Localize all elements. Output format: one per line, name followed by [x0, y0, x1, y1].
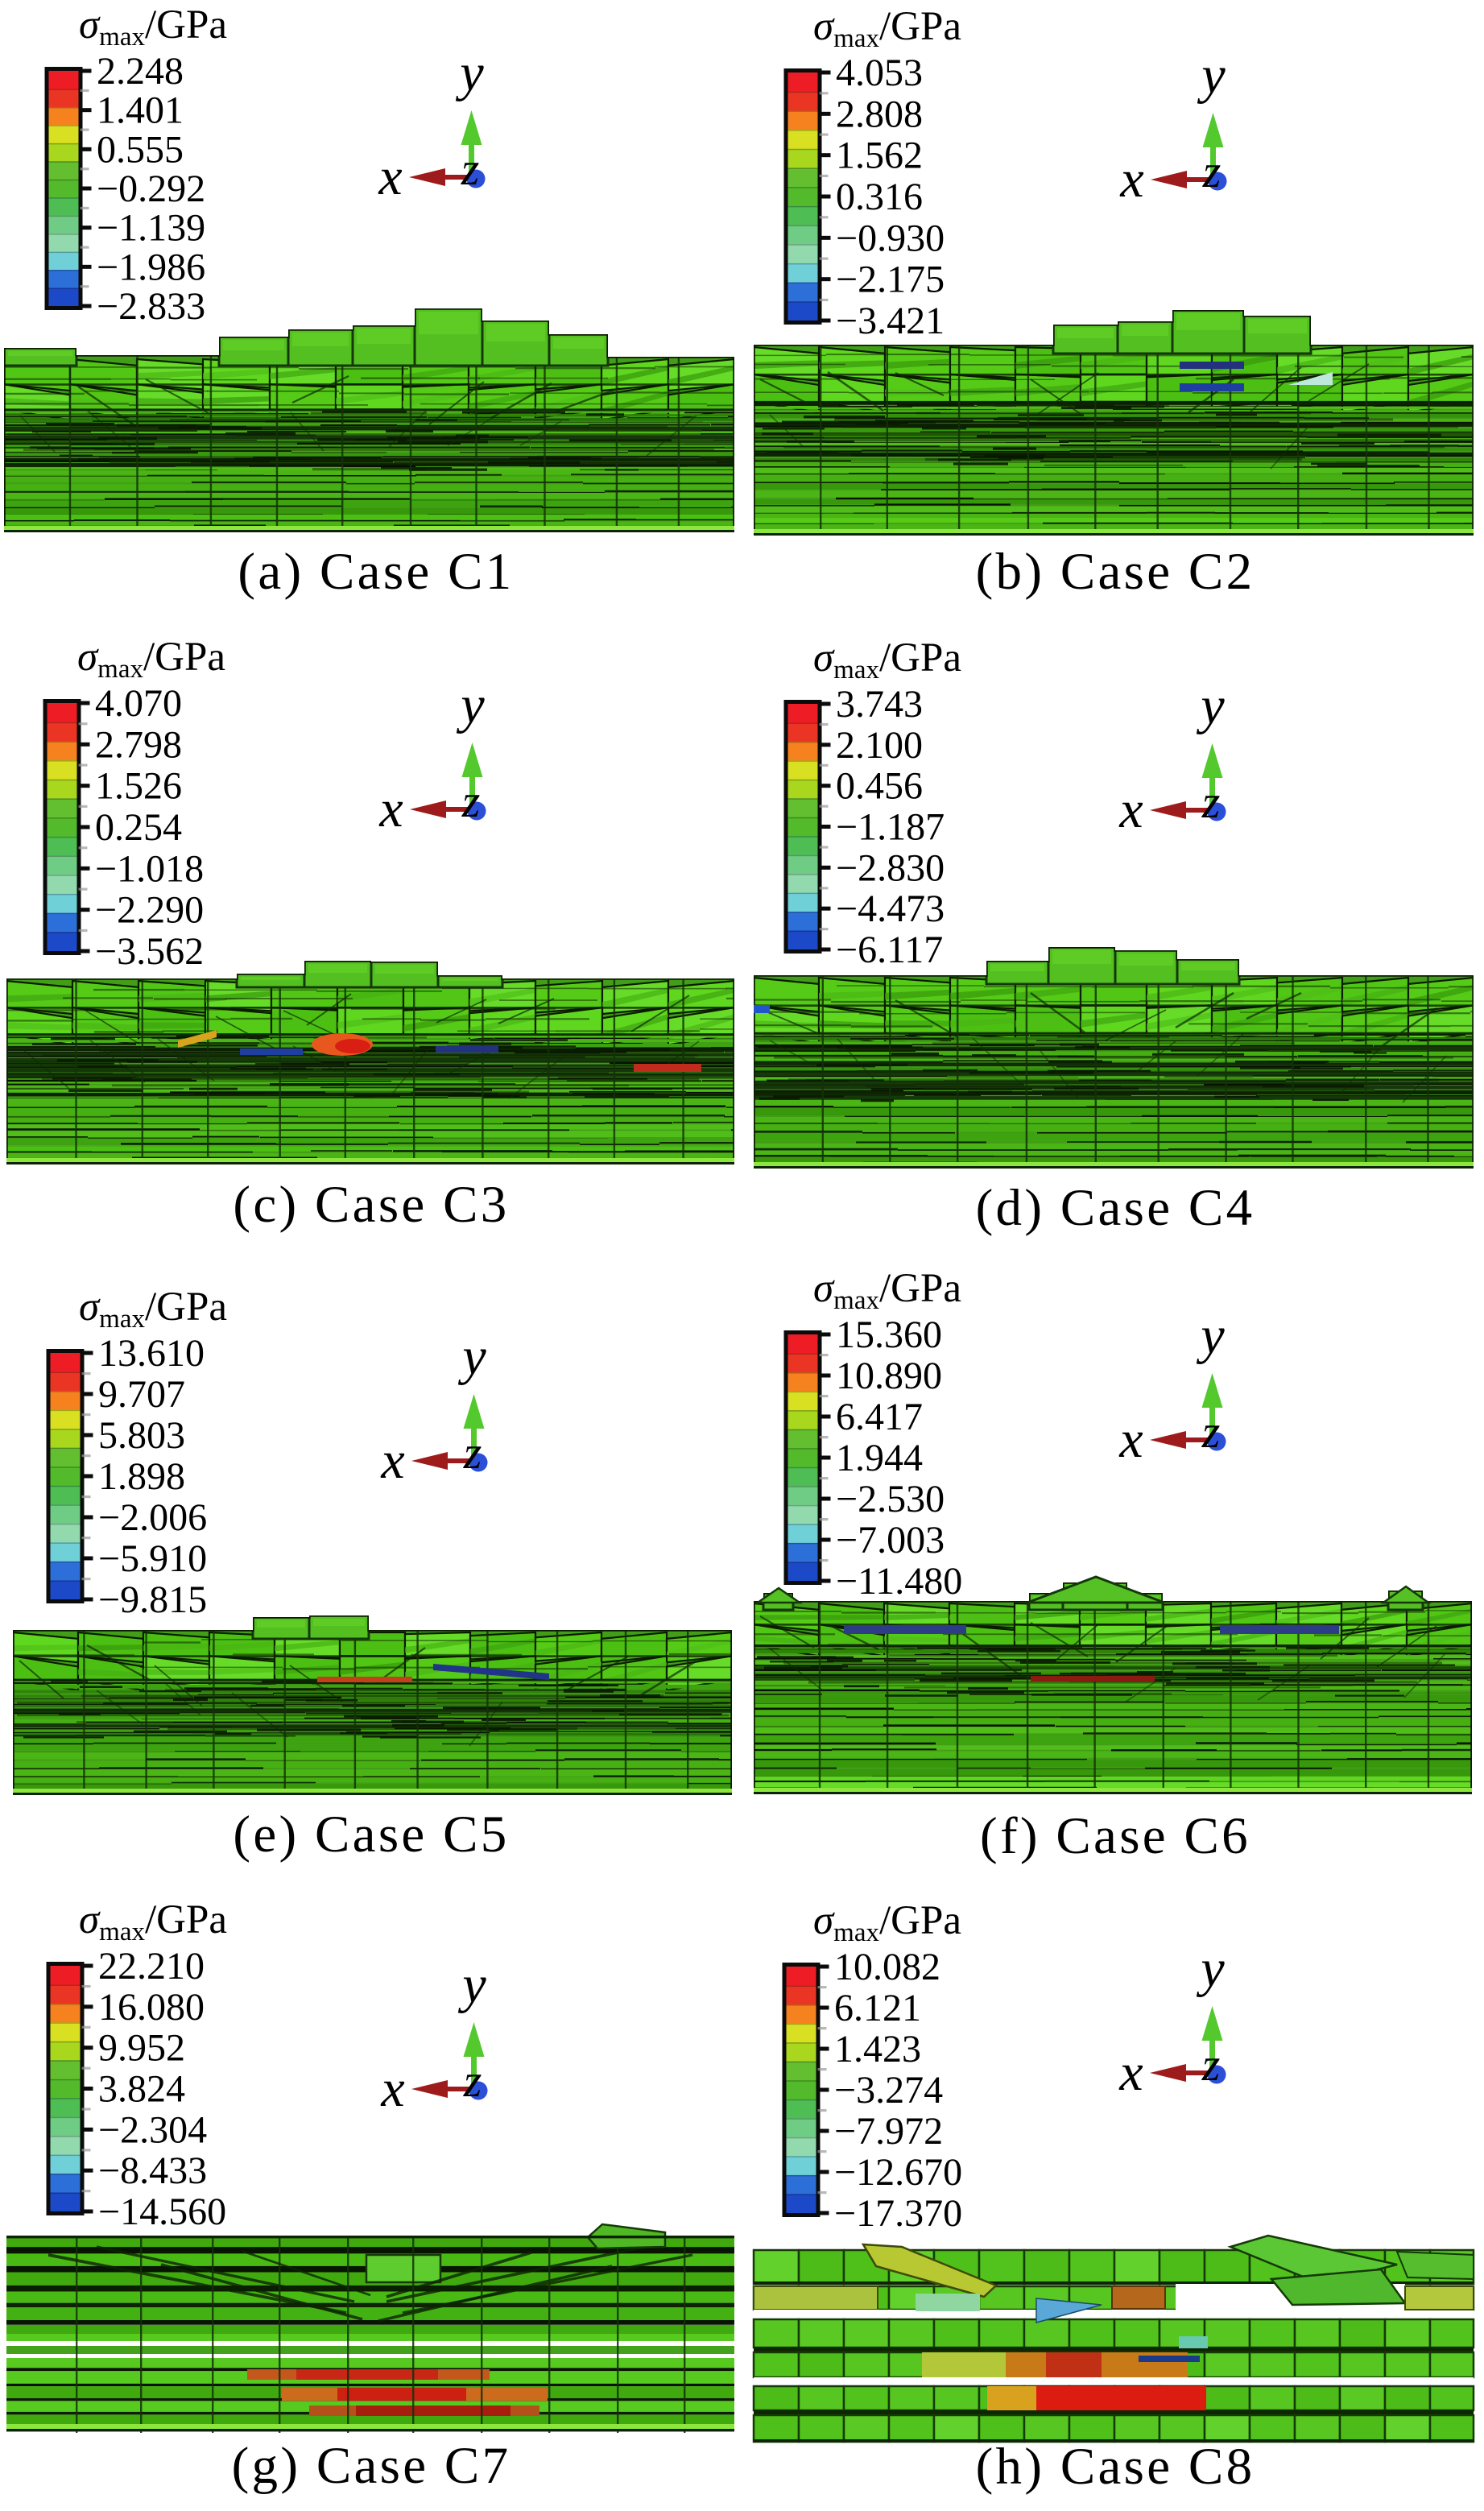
svg-text:−7.972: −7.972: [834, 2110, 943, 2153]
svg-text:y: y: [1196, 1306, 1225, 1365]
svg-text:−3.421: −3.421: [836, 300, 945, 342]
svg-text:−2.006: −2.006: [98, 1496, 207, 1539]
svg-text:−2.830: −2.830: [836, 846, 945, 889]
svg-text:1.562: 1.562: [836, 134, 923, 177]
svg-text:−3.274: −3.274: [834, 2069, 943, 2112]
svg-text:6.417: 6.417: [836, 1396, 923, 1438]
svg-text:x: x: [1118, 1410, 1143, 1469]
svg-text:(f) Case C6: (f) Case C6: [980, 1807, 1250, 1865]
svg-text:1.423: 1.423: [834, 2028, 921, 2070]
svg-text:(g) Case C7: (g) Case C7: [232, 2437, 511, 2495]
svg-text:0.316: 0.316: [836, 176, 923, 218]
svg-text:−8.433: −8.433: [98, 2149, 207, 2192]
svg-text:−11.480: −11.480: [836, 1560, 962, 1603]
svg-text:2.248: 2.248: [97, 50, 184, 93]
svg-text:x: x: [378, 147, 402, 206]
svg-text:2.808: 2.808: [836, 93, 923, 135]
svg-text:−2.530: −2.530: [836, 1478, 945, 1520]
svg-text:2.100: 2.100: [836, 724, 923, 767]
svg-text:−1.018: −1.018: [95, 847, 204, 890]
svg-text:1.898: 1.898: [98, 1455, 185, 1498]
svg-text:1.944: 1.944: [836, 1437, 923, 1479]
svg-text:σmax/GPa: σmax/GPa: [813, 1898, 961, 1947]
svg-text:(c) Case C3: (c) Case C3: [233, 1176, 509, 1234]
svg-text:9.707: 9.707: [98, 1373, 185, 1416]
svg-text:22.210: 22.210: [98, 1945, 205, 1988]
svg-text:x: x: [1118, 2043, 1143, 2102]
svg-text:σmax/GPa: σmax/GPa: [77, 635, 225, 684]
svg-text:1.401: 1.401: [97, 89, 184, 132]
svg-text:y: y: [1196, 1939, 1225, 1998]
svg-text:z: z: [1201, 776, 1221, 828]
svg-text:y: y: [457, 1955, 486, 2014]
svg-text:10.082: 10.082: [834, 1946, 940, 1988]
svg-text:9.952: 9.952: [98, 2027, 185, 2070]
svg-text:13.610: 13.610: [98, 1332, 205, 1375]
svg-text:5.803: 5.803: [98, 1414, 185, 1457]
svg-text:−14.560: −14.560: [98, 2190, 226, 2233]
svg-text:3.743: 3.743: [836, 683, 923, 726]
svg-text:−1.139: −1.139: [97, 207, 205, 250]
svg-text:(b) Case C2: (b) Case C2: [976, 543, 1255, 601]
svg-text:y: y: [455, 43, 484, 102]
svg-text:x: x: [380, 2059, 404, 2118]
svg-text:−12.670: −12.670: [834, 2151, 962, 2194]
svg-text:y: y: [456, 676, 485, 734]
svg-text:4.070: 4.070: [95, 682, 182, 725]
svg-text:−1.187: −1.187: [836, 806, 945, 849]
svg-text:(a) Case C1: (a) Case C1: [238, 543, 514, 601]
svg-text:−0.292: −0.292: [97, 168, 205, 210]
svg-text:−5.910: −5.910: [98, 1537, 207, 1580]
svg-text:y: y: [457, 1327, 486, 1386]
svg-text:x: x: [380, 1431, 404, 1490]
svg-text:(h) Case C8: (h) Case C8: [976, 2438, 1255, 2496]
svg-text:−0.930: −0.930: [836, 217, 945, 259]
svg-text:x: x: [1119, 150, 1143, 209]
svg-text:15.360: 15.360: [836, 1313, 942, 1356]
svg-text:z: z: [463, 1426, 482, 1479]
svg-text:(e) Case C5: (e) Case C5: [233, 1806, 509, 1864]
svg-text:16.080: 16.080: [98, 1986, 205, 2029]
svg-text:y: y: [1197, 46, 1226, 105]
svg-text:1.526: 1.526: [95, 765, 182, 808]
svg-text:(d) Case C4: (d) Case C4: [976, 1179, 1255, 1237]
svg-text:−3.562: −3.562: [95, 930, 204, 973]
svg-text:10.890: 10.890: [836, 1355, 942, 1397]
svg-text:x: x: [378, 780, 403, 838]
svg-text:−9.815: −9.815: [98, 1578, 207, 1621]
svg-text:σmax/GPa: σmax/GPa: [813, 635, 961, 685]
svg-text:−2.290: −2.290: [95, 889, 204, 932]
svg-text:z: z: [461, 143, 480, 195]
svg-text:z: z: [1201, 2038, 1221, 2091]
svg-text:2.798: 2.798: [95, 723, 182, 766]
svg-text:z: z: [1201, 1405, 1221, 1458]
svg-text:−2.304: −2.304: [98, 2108, 207, 2151]
svg-text:−6.117: −6.117: [836, 929, 943, 971]
svg-text:−4.473: −4.473: [836, 887, 945, 930]
svg-text:−7.003: −7.003: [836, 1519, 945, 1562]
svg-text:z: z: [461, 775, 481, 827]
svg-text:3.824: 3.824: [98, 2068, 185, 2111]
svg-text:z: z: [463, 2054, 482, 2107]
svg-text:z: z: [1202, 145, 1222, 197]
svg-text:−2.833: −2.833: [97, 285, 205, 328]
svg-text:−2.175: −2.175: [836, 259, 945, 301]
svg-text:6.121: 6.121: [834, 1987, 921, 2029]
svg-text:0.456: 0.456: [836, 765, 923, 808]
svg-text:−1.986: −1.986: [97, 246, 205, 288]
svg-text:0.254: 0.254: [95, 806, 182, 849]
svg-text:−17.370: −17.370: [834, 2192, 962, 2235]
svg-text:y: y: [1196, 676, 1225, 735]
svg-text:x: x: [1118, 780, 1143, 839]
svg-text:0.555: 0.555: [97, 128, 184, 171]
svg-text:4.053: 4.053: [836, 52, 923, 94]
